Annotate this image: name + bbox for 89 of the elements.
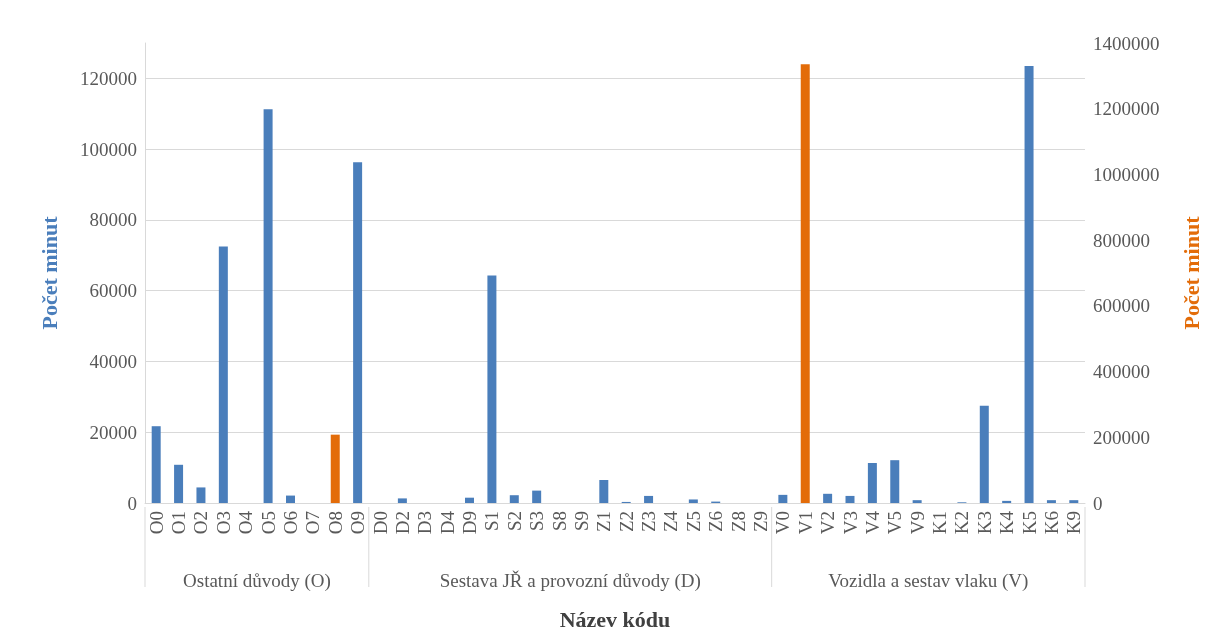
x-tick-label: D0 — [369, 511, 391, 535]
text: Vozidla a sestav vlaku (V) — [828, 570, 1029, 592]
x-tick-label: K6 — [1040, 511, 1062, 535]
bar — [599, 480, 609, 503]
bar — [1002, 500, 1012, 503]
y-tick-label: 120000 — [80, 67, 137, 89]
bar — [174, 464, 184, 503]
x-tick-label: K1 — [929, 511, 951, 535]
x-tick-label: O1 — [168, 511, 190, 535]
bar — [263, 109, 273, 503]
bar — [1046, 500, 1056, 503]
y-tick-label: 20000 — [89, 421, 137, 443]
bar — [845, 495, 855, 503]
x-tick-label: V3 — [839, 511, 861, 535]
bar — [823, 493, 833, 503]
bar — [285, 495, 295, 503]
x-tick-label: O9 — [347, 511, 369, 535]
x-tick-label: O3 — [212, 511, 234, 535]
bar — [644, 495, 654, 503]
text: Ostatní důvody (O) — [183, 570, 331, 592]
x-tick-label: V1 — [794, 511, 816, 535]
x-tick-label: Z4 — [660, 510, 682, 533]
x-tick-label: S1 — [481, 511, 503, 532]
y-axis-title: Počet minut — [36, 215, 62, 330]
x-tick-label: O0 — [145, 511, 167, 535]
y2-tick-label: 1400000 — [1093, 32, 1160, 54]
x-tick-label: S2 — [503, 511, 525, 532]
y2-tick-label: 1000000 — [1093, 163, 1160, 185]
x-tick-label: S9 — [570, 511, 592, 532]
x-tick-label: O5 — [257, 511, 279, 535]
x-tick-label: S3 — [526, 511, 548, 532]
y2-tick-label: 800000 — [1093, 229, 1150, 251]
y-tick-label: 0 — [127, 492, 137, 514]
y2-tick-label: 1200000 — [1093, 98, 1160, 120]
y2-tick-label: 600000 — [1093, 295, 1150, 317]
x-tick-label: K3 — [973, 511, 995, 535]
x-tick-label: V2 — [817, 511, 839, 535]
x-tick-label: Z6 — [705, 511, 727, 533]
bar — [979, 405, 989, 503]
x-tick-label: D4 — [436, 510, 458, 535]
y-tick-label: 80000 — [89, 209, 137, 231]
x-tick-label: Z8 — [727, 511, 749, 533]
text: Sestava JŘ a provozní důvody (D) — [439, 570, 701, 592]
bar — [688, 499, 698, 503]
y2-axis-title: Počet minut — [1178, 215, 1204, 330]
x-tick-label: Z1 — [593, 511, 615, 533]
x-tick-label: V0 — [772, 511, 794, 535]
bar — [397, 498, 407, 503]
y-tick-label: 40000 — [89, 350, 137, 372]
x-tick-label: V5 — [884, 511, 906, 535]
bar — [1024, 66, 1034, 503]
x-tick-label: Z5 — [682, 511, 704, 533]
y2-tick-label: 200000 — [1093, 426, 1150, 448]
bar — [487, 275, 497, 503]
bar — [912, 500, 922, 503]
x-tick-label: D3 — [414, 511, 436, 535]
y2-tick-label: 400000 — [1093, 361, 1150, 383]
x-tick-label: V4 — [861, 510, 883, 535]
x-tick-label: O4 — [235, 510, 257, 535]
x-tick-label: Z3 — [638, 511, 660, 533]
x-tick-label: K4 — [996, 510, 1018, 535]
x-tick-label: D9 — [459, 511, 481, 535]
x-tick-label: Z2 — [615, 511, 637, 533]
bar — [890, 460, 900, 503]
bar — [465, 497, 475, 503]
y-tick-label: 60000 — [89, 280, 137, 302]
bar — [509, 495, 519, 503]
x-tick-label: K5 — [1018, 511, 1040, 535]
bar — [218, 246, 228, 503]
bar — [196, 487, 206, 503]
x-tick-label: Z9 — [749, 511, 771, 533]
x-tick-label: K2 — [951, 511, 973, 535]
x-tick-label: D2 — [391, 511, 413, 535]
x-tick-label: O2 — [190, 511, 212, 535]
x-axis-title: Název kódu — [559, 606, 671, 632]
bar — [778, 494, 788, 503]
x-tick-label: S8 — [548, 511, 570, 532]
bar — [1069, 500, 1079, 503]
bar — [151, 426, 161, 503]
x-tick-label: K9 — [1063, 511, 1085, 535]
y2-tick-label: 0 — [1093, 492, 1103, 514]
y-tick-label: 100000 — [80, 138, 137, 160]
x-tick-label: O7 — [302, 511, 324, 535]
bar — [532, 490, 542, 503]
x-tick-label: O6 — [279, 511, 301, 535]
x-tick-label: O8 — [324, 511, 346, 535]
x-tick-label: V9 — [906, 511, 928, 535]
bar — [867, 463, 877, 503]
bar — [353, 162, 363, 503]
